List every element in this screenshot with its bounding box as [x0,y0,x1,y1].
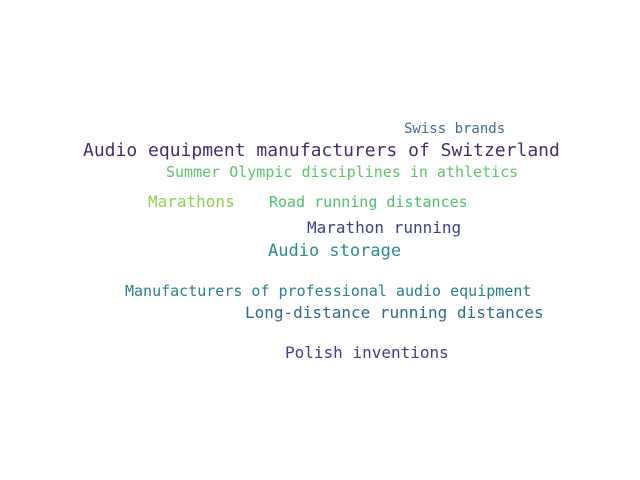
word-swiss-brands: Swiss brands [404,121,506,137]
word-audio-storage: Audio storage [268,241,402,261]
word-audio-equipment-manufacturers-switzerland: Audio equipment manufacturers of Switzer… [83,140,560,161]
word-marathons: Marathons [148,192,235,211]
word-road-running-distances: Road running distances [269,193,468,211]
word-marathon-running: Marathon running [307,218,462,237]
word-summer-olympic-disciplines: Summer Olympic disciplines in athletics [166,163,519,181]
word-polish-inventions: Polish inventions [285,343,449,362]
word-long-distance-running: Long-distance running distances [245,303,544,322]
word-professional-audio-manufacturers: Manufacturers of professional audio equi… [125,282,532,300]
